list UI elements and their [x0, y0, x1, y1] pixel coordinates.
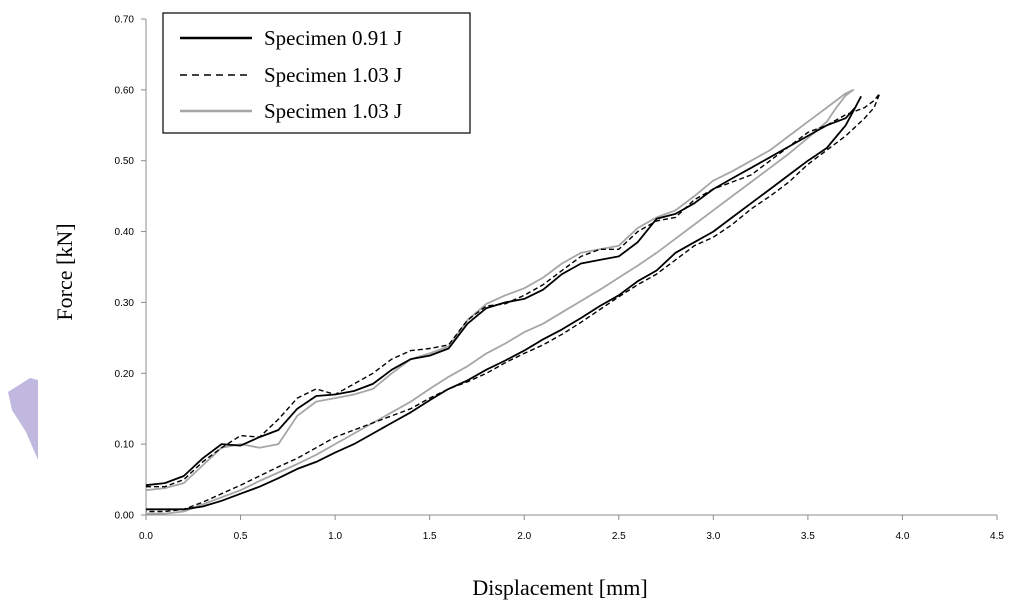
y-tick-label: 0.50 [115, 156, 135, 167]
y-axis-ticks: 0.00 0.10 0.20 0.30 0.40 0.50 0.60 0.70 [115, 15, 146, 522]
watermark-logo-mark [8, 378, 38, 460]
legend-label-0: Specimen 0.91 J [264, 26, 402, 50]
x-tick-label: 0.5 [234, 531, 248, 542]
x-tick-label: 3.5 [801, 531, 815, 542]
y-axis-title: Force [kN] [52, 223, 77, 320]
plot-area: 0.0 0.5 1.0 1.5 2.0 2.5 3.0 3.5 4.0 4.5 0.000.100… [115, 15, 1005, 543]
x-tick-label: 2.0 [517, 531, 531, 542]
y-tick-label: 0.00 [115, 511, 135, 522]
series-lines [145, 89, 881, 515]
x-tick-label: 3.0 [706, 531, 720, 542]
legend-label-2: Specimen 1.03 J [264, 99, 402, 123]
series-line-1 [146, 92, 881, 513]
legend-label-1: Specimen 1.03 J [264, 63, 402, 87]
y-tick-label: 0.70 [115, 15, 135, 26]
x-tick-label: 4.0 [895, 531, 909, 542]
x-axis-title: Displacement [mm] [472, 575, 647, 600]
y-tick-label: 0.20 [115, 369, 135, 380]
series-line-2 [145, 89, 855, 515]
legend: Specimen 0.91 J Specimen 1.03 J Specimen… [162, 12, 471, 134]
x-tick-label: 0.0 [139, 531, 153, 542]
x-axis-ticks: 0.0 0.5 1.0 1.5 2.0 2.5 3.0 3.5 4.0 4.5 [139, 515, 1004, 542]
series-line-0 [145, 96, 862, 511]
y-tick-label: 0.40 [115, 227, 135, 238]
legend-box [162, 12, 471, 134]
y-tick-label: 0.10 [115, 440, 135, 451]
y-tick-label: 0.60 [115, 85, 135, 96]
y-tick-label: 0.30 [115, 298, 135, 309]
x-tick-label: 1.5 [423, 531, 437, 542]
x-tick-label: 2.5 [612, 531, 626, 542]
x-tick-label: 4.5 [990, 531, 1004, 542]
x-tick-label: 1.0 [328, 531, 342, 542]
